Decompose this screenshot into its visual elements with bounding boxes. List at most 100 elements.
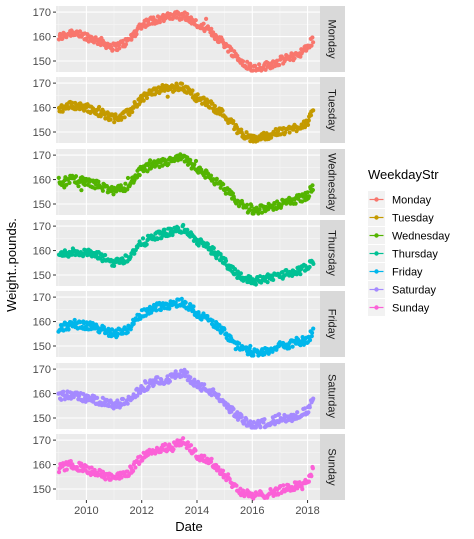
y-tick-label: 160 bbox=[33, 32, 51, 44]
data-point bbox=[112, 120, 116, 124]
y-tick-label: 150 bbox=[33, 127, 51, 139]
data-point bbox=[168, 379, 172, 383]
facet-panel-monday: 150160170Monday bbox=[33, 6, 345, 73]
legend-item-thursday: Thursday bbox=[368, 245, 438, 262]
legend-item-monday: Monday bbox=[368, 191, 432, 208]
data-point bbox=[308, 405, 312, 409]
data-point bbox=[123, 115, 127, 119]
data-point bbox=[57, 176, 61, 180]
data-point bbox=[167, 307, 171, 311]
data-point bbox=[181, 223, 185, 227]
y-tick-label: 160 bbox=[33, 317, 51, 329]
data-point bbox=[133, 465, 137, 469]
y-tick-label: 160 bbox=[33, 175, 51, 187]
data-point bbox=[126, 402, 130, 406]
data-point bbox=[67, 181, 71, 185]
data-point bbox=[277, 412, 281, 416]
facet-panel-tuesday: 150160170Tuesday bbox=[33, 77, 345, 144]
data-point bbox=[202, 382, 206, 386]
data-point bbox=[131, 469, 135, 473]
data-point bbox=[277, 63, 281, 67]
data-point bbox=[248, 344, 252, 348]
data-point bbox=[262, 417, 266, 421]
data-point bbox=[147, 385, 151, 389]
y-tick-label: 160 bbox=[33, 460, 51, 472]
data-point bbox=[209, 174, 213, 178]
data-point bbox=[95, 396, 99, 400]
y-tick-label: 170 bbox=[33, 364, 51, 376]
legend-item-friday: Friday bbox=[368, 263, 423, 280]
x-tick-label: 2018 bbox=[295, 505, 319, 517]
data-point bbox=[221, 109, 225, 113]
data-point bbox=[310, 183, 314, 187]
facet-strip-label: Wednesday bbox=[326, 153, 338, 211]
data-point bbox=[309, 474, 313, 478]
data-point bbox=[310, 331, 314, 335]
data-point bbox=[59, 398, 63, 402]
data-point bbox=[166, 95, 170, 99]
y-axis-title: Weight..pounds. bbox=[4, 218, 19, 312]
data-point bbox=[57, 470, 61, 474]
data-point bbox=[145, 96, 149, 100]
x-axis: 2010 2012 2014 2016 2018 bbox=[74, 500, 320, 517]
facet-strip-label: Sunday bbox=[326, 448, 338, 486]
legend-point bbox=[374, 251, 378, 255]
facet-panel-wednesday: 150 160 170 Wednesday bbox=[33, 149, 345, 216]
data-point bbox=[180, 297, 184, 301]
data-point bbox=[294, 202, 298, 206]
legend: WeekdayStr MondayTuesdayWednesdayThursda… bbox=[368, 167, 450, 316]
data-point bbox=[67, 327, 71, 331]
data-point bbox=[300, 487, 304, 491]
legend-point bbox=[374, 287, 378, 291]
data-point bbox=[295, 410, 299, 414]
data-point bbox=[307, 480, 311, 484]
data-point bbox=[202, 22, 206, 26]
data-point bbox=[97, 105, 101, 109]
data-point bbox=[111, 48, 115, 52]
data-point bbox=[109, 118, 113, 122]
data-point bbox=[258, 207, 262, 211]
data-point bbox=[184, 301, 188, 305]
legend-label: Friday bbox=[392, 267, 423, 279]
data-point bbox=[222, 327, 226, 331]
x-tick-label: 2016 bbox=[240, 505, 264, 517]
legend-point bbox=[374, 197, 378, 201]
data-point bbox=[206, 242, 210, 246]
legend-items: MondayTuesdayWednesdayThursdayFridaySatu… bbox=[368, 191, 450, 316]
legend-label: Wednesday bbox=[392, 231, 450, 243]
data-point bbox=[185, 12, 189, 16]
data-point bbox=[181, 436, 185, 440]
data-point bbox=[204, 17, 208, 21]
data-point bbox=[245, 203, 249, 207]
data-point bbox=[74, 174, 78, 178]
legend-point bbox=[374, 215, 378, 219]
data-point bbox=[163, 228, 167, 232]
data-point bbox=[215, 177, 219, 181]
data-point bbox=[190, 88, 194, 92]
facet-panel-thursday: 150 160 170 Thursday bbox=[33, 220, 345, 287]
data-point bbox=[112, 264, 116, 268]
data-point bbox=[79, 188, 83, 192]
x-tick-label: 2012 bbox=[129, 505, 153, 517]
legend-item-saturday: Saturday bbox=[368, 281, 437, 298]
data-point bbox=[96, 180, 100, 184]
data-point bbox=[154, 308, 158, 312]
data-point bbox=[138, 173, 142, 177]
legend-point bbox=[374, 305, 378, 309]
data-point bbox=[293, 56, 297, 60]
y-tick-label: 150 bbox=[33, 270, 51, 282]
data-point bbox=[126, 330, 130, 334]
data-point bbox=[221, 469, 225, 473]
data-point bbox=[311, 262, 315, 266]
facet-panels: 150 160 170 Monday 150 160 170 Tuesday 150 160 170… bbox=[33, 6, 345, 501]
data-point bbox=[191, 304, 195, 308]
data-point bbox=[256, 211, 260, 215]
data-point bbox=[311, 327, 315, 331]
data-point bbox=[117, 46, 121, 50]
facet-strip-label: Thursday bbox=[326, 230, 338, 276]
data-point bbox=[288, 130, 292, 134]
data-point bbox=[239, 271, 243, 275]
y-tick-label: 170 bbox=[33, 435, 51, 447]
y-tick-label: 160 bbox=[33, 389, 51, 401]
data-point bbox=[248, 419, 252, 423]
